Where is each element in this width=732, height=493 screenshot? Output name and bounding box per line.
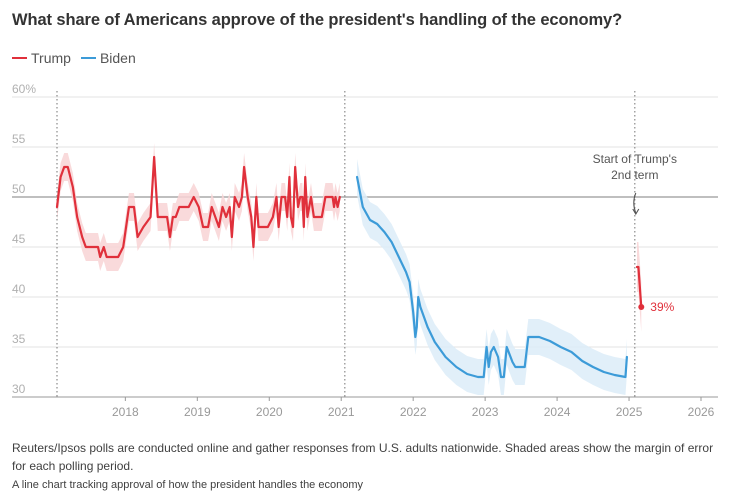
- x-tick-label-2022: 2022: [400, 405, 427, 419]
- legend-item-trump: Trump: [12, 50, 71, 66]
- y-tick-label-40: 40: [12, 282, 26, 296]
- series-line-trump-2: [635, 265, 643, 309]
- legend-label-biden: Biden: [99, 50, 136, 66]
- approval-line-chart: 30 35 40 45 50 55 60% 2018 2019 2020 2021 2022 2023 2…: [12, 82, 718, 419]
- legend-swatch-biden: [80, 57, 96, 59]
- legend-swatch-trump: [12, 57, 27, 59]
- annotation-line-1: 2nd term: [611, 168, 658, 182]
- y-tick-label-35: 35: [12, 332, 26, 346]
- y-tick-label-50: 50: [12, 182, 26, 196]
- x-tick-label-2023: 2023: [472, 405, 499, 419]
- series-line-trump-0: [55, 155, 341, 259]
- x-tick-label-2020: 2020: [256, 405, 283, 419]
- legend-label-trump: Trump: [31, 50, 71, 66]
- end-point-marker: [638, 304, 645, 310]
- series-line-biden-1: [355, 175, 628, 379]
- x-tick-label-2025: 2025: [616, 405, 643, 419]
- end-value-label: 39%: [650, 300, 674, 314]
- y-tick-label-60: 60%: [12, 82, 36, 96]
- x-tick-label-2019: 2019: [184, 405, 211, 419]
- annotation-second-term: Start of Trump's 2nd term: [593, 152, 677, 182]
- margin-band-biden-1: [357, 159, 627, 395]
- x-tick-label-2024: 2024: [544, 405, 571, 419]
- chart-note: Reuters/Ipsos polls are conducted online…: [12, 441, 714, 473]
- y-tick-label-45: 45: [12, 232, 26, 246]
- x-tick-label-2021: 2021: [328, 405, 355, 419]
- x-tick-label-2018: 2018: [112, 405, 139, 419]
- y-tick-label-30: 30: [12, 382, 26, 396]
- chart-caption: A line chart tracking approval of how th…: [12, 479, 363, 491]
- annotation-arrow-shaft: [633, 192, 637, 214]
- y-tick-label-55: 55: [12, 132, 26, 146]
- annotation-arrow-head: [632, 208, 640, 216]
- chart-title: What share of Americans approve of the p…: [12, 11, 623, 29]
- annotation-line-0: Start of Trump's: [593, 152, 677, 166]
- legend-item-biden: Biden: [80, 50, 136, 66]
- x-tick-label-2026: 2026: [688, 405, 715, 419]
- chart-legend: Trump Biden: [12, 50, 136, 66]
